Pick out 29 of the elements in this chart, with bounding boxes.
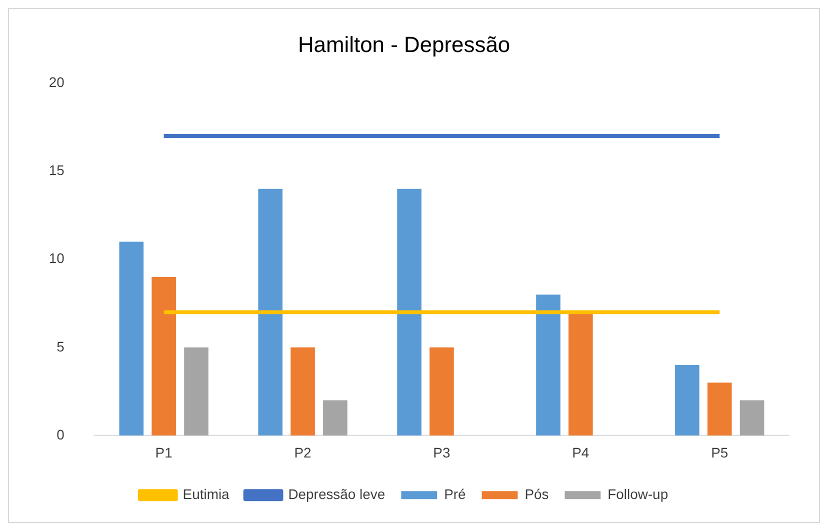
bar [707,382,732,436]
x-tick-label: P1 [155,444,173,461]
chart-title: Hamilton - Depressão [298,32,510,58]
bar [740,400,764,436]
legend-label: Pré [444,486,466,502]
bar [258,188,283,436]
bar [397,188,422,436]
legend-label: Depressão leve [288,486,386,502]
x-tick-label: P4 [572,444,590,461]
bar [568,312,593,436]
bar [119,242,144,436]
x-tick-label: P3 [433,444,450,461]
legend-label: Follow-up [608,486,668,502]
bar [152,276,176,436]
bar [290,347,315,436]
legend-label: Eutimia [182,486,230,502]
x-tick-label: P5 [711,444,728,461]
y-tick-label: 10 [48,250,65,266]
bar [323,400,348,436]
y-tick-label: 15 [48,162,65,178]
bar [675,365,700,436]
y-tick-label: 0 [56,426,65,442]
x-tick-label: P2 [294,444,312,461]
bar [430,347,454,436]
y-tick-label: 20 [48,74,65,90]
y-tick-label: 5 [56,338,65,354]
bar [536,294,560,436]
legend-label: Pós [524,486,549,502]
bar [184,347,208,436]
